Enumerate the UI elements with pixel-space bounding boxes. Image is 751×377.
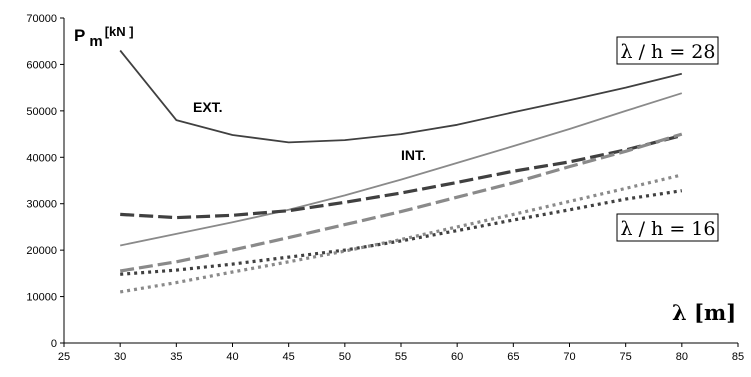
x-tick-label: 40 [226, 351, 238, 363]
series-line-4 [119, 132, 683, 273]
x-tick-label: 45 [283, 351, 295, 363]
chart-series [119, 49, 683, 294]
x-tick-label: 65 [507, 351, 519, 363]
series-line-2 [120, 92, 683, 247]
y-tick-label: 30000 [26, 199, 57, 211]
x-tick-label: 50 [339, 351, 351, 363]
y-tick-label: 20000 [26, 245, 57, 257]
y-tick-label: 10000 [26, 292, 57, 304]
y-tick-label: 70000 [26, 13, 57, 25]
x-tick-label: 35 [170, 351, 182, 363]
annotation-ext: EXT. [193, 99, 223, 115]
annotation-box-28 [616, 36, 719, 65]
chart-axes [60, 17, 739, 347]
x-tick-label: 25 [58, 351, 70, 363]
y-tick-label: 40000 [26, 152, 57, 164]
x-tick-label: 80 [676, 351, 688, 363]
y-tick-labels: 0 10000 20000 30000 40000 50000 60000 70000 [26, 13, 57, 350]
annotation-ratio-28: λ / h = 28 [621, 41, 716, 63]
x-tick-label: 60 [451, 351, 463, 363]
x-tick-label: 30 [114, 351, 126, 363]
annotation-int: INT. [401, 147, 426, 163]
x-tick-label: 55 [395, 351, 407, 363]
x-axis-label: λ [m] [672, 300, 736, 325]
series-line-1 [119, 49, 683, 144]
series-line-6 [119, 173, 683, 294]
x-tick-labels: 25 30 35 40 45 50 55 60 65 70 75 80 85 [58, 351, 744, 363]
x-tick-label: 85 [732, 351, 744, 363]
series-line-5 [120, 189, 683, 276]
y-tick-label: 0 [51, 338, 57, 350]
x-tick-label: 75 [620, 351, 632, 363]
annotation-ratio-16: λ / h = 16 [621, 218, 716, 240]
annotation-box-16 [616, 213, 719, 242]
y-tick-label: 60000 [26, 59, 57, 71]
x-tick-label: 70 [563, 351, 575, 363]
y-tick-label: 50000 [26, 106, 57, 118]
